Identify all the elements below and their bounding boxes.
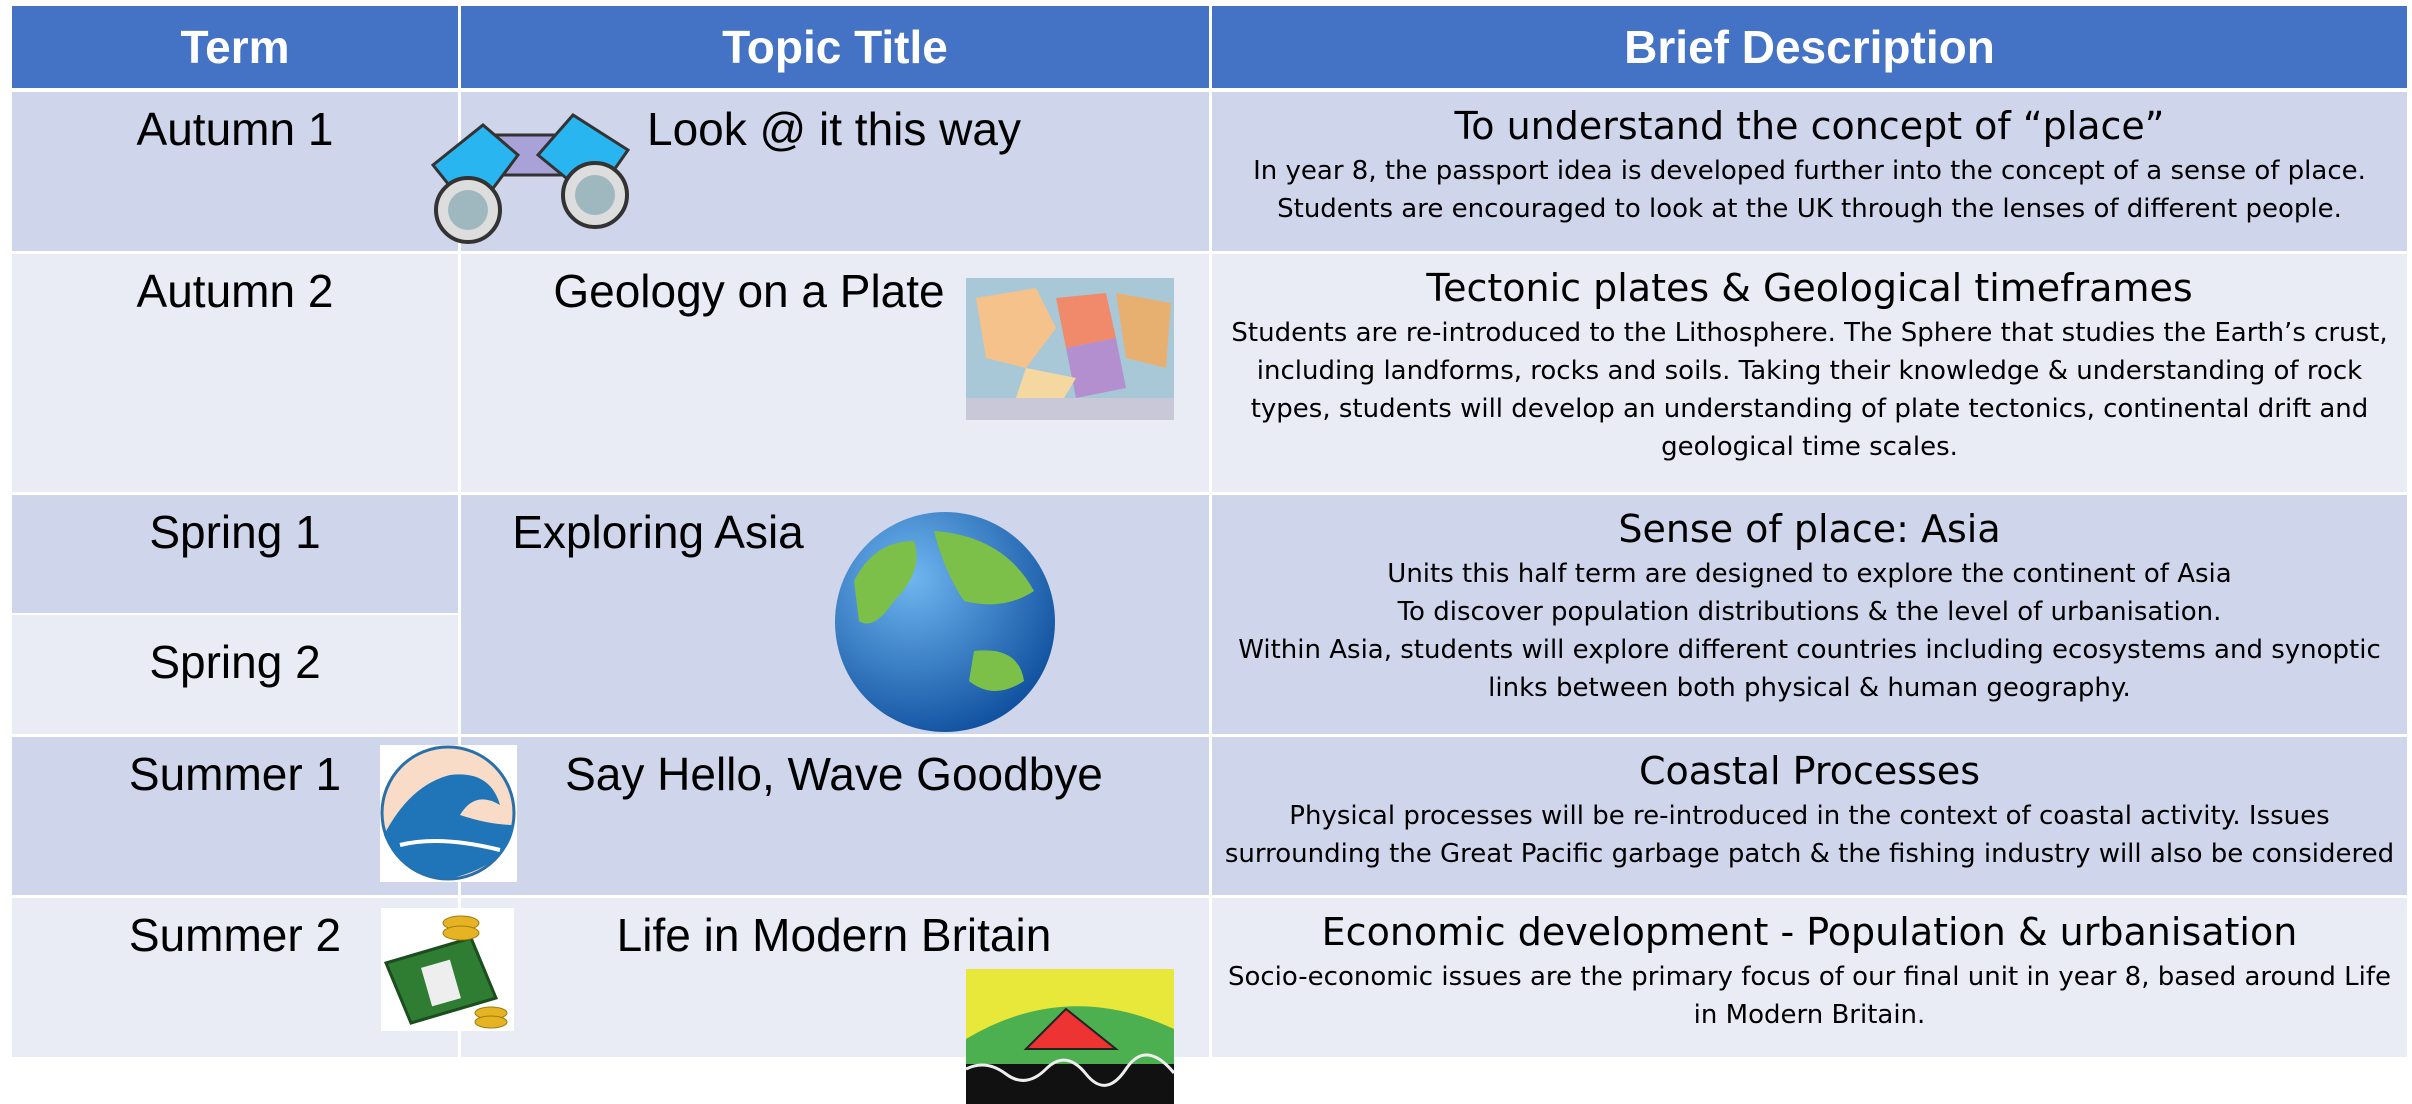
description-line: including landforms, rocks and soils. Ta… [1256,356,2363,386]
festival-icon [966,969,1174,1104]
description-heading: Coastal Processes [1638,749,1981,793]
description-line: geological time scales. [1661,432,1958,462]
description-line: Physical processes will be re-introduced… [1289,801,2330,831]
money-icon [381,908,514,1031]
globe-icon [835,512,1055,732]
binoculars-icon [430,113,631,244]
term-cell: Spring 2 [12,614,458,734]
description-line: To discover population distributions & t… [1397,597,2222,627]
header-cell: Brief Description [1212,6,2407,88]
term-cell: Spring 1 [12,495,458,613]
header-cell: Topic Title [461,6,1209,88]
description-line: Students are re-introduced to the Lithos… [1231,318,2388,348]
description-line: In year 8, the passport idea is develope… [1253,156,2366,186]
description-cell: Economic development - Population & urba… [1212,898,2407,1057]
description-line: surrounding the Great Pacific garbage pa… [1224,839,2395,869]
topic-cell: Exploring Asia [461,495,1209,734]
topic-text: Exploring Asia [512,506,804,558]
term-text: Spring 2 [149,635,321,688]
description-line: in Modern Britain. [1693,1000,1926,1030]
description-line: Socio-economic issues are the primary fo… [1227,962,2392,992]
wave-icon [380,745,517,882]
term-cell: Autumn 1 [12,92,458,251]
description-line: Units this half term are designed to exp… [1387,559,2232,589]
description-cell: Tectonic plates & Geological timeframes S… [1212,254,2407,492]
description-cell: To understand the concept of “place” In y… [1212,92,2407,251]
description-line: types, students will develop an understa… [1250,394,2369,424]
topic-text: Look @ it this way [647,103,1021,155]
description-cell: Coastal Processes Physical processes will… [1212,737,2407,895]
term-text: Spring 1 [149,506,321,558]
description-heading: Sense of place: Asia [1618,507,2001,551]
description-line: Students are encouraged to look at the U… [1277,194,2342,224]
topic-text: Life in Modern Britain [616,909,1052,961]
term-text: Autumn 1 [136,103,334,155]
term-text: Summer 2 [128,909,342,961]
description-heading: To understand the concept of “place” [1454,104,2165,148]
description-cell: Sense of place: Asia Units this half term… [1212,495,2407,734]
term-cell: Autumn 2 [12,254,458,492]
plate-map-icon [966,278,1174,420]
description-heading: Economic development - Population & urba… [1321,910,2298,954]
topic-text: Geology on a Plate [553,265,945,317]
topic-text: Say Hello, Wave Goodbye [565,748,1103,800]
term-text: Autumn 2 [136,265,334,317]
description-line: links between both physical & human geog… [1488,673,2131,703]
topic-cell: Say Hello, Wave Goodbye [461,737,1209,895]
term-text: Summer 1 [128,748,342,800]
description-heading: Tectonic plates & Geological timeframes [1426,266,2193,310]
description-line: Within Asia, students will explore diffe… [1238,635,2381,665]
header-cell: Term [12,6,458,88]
